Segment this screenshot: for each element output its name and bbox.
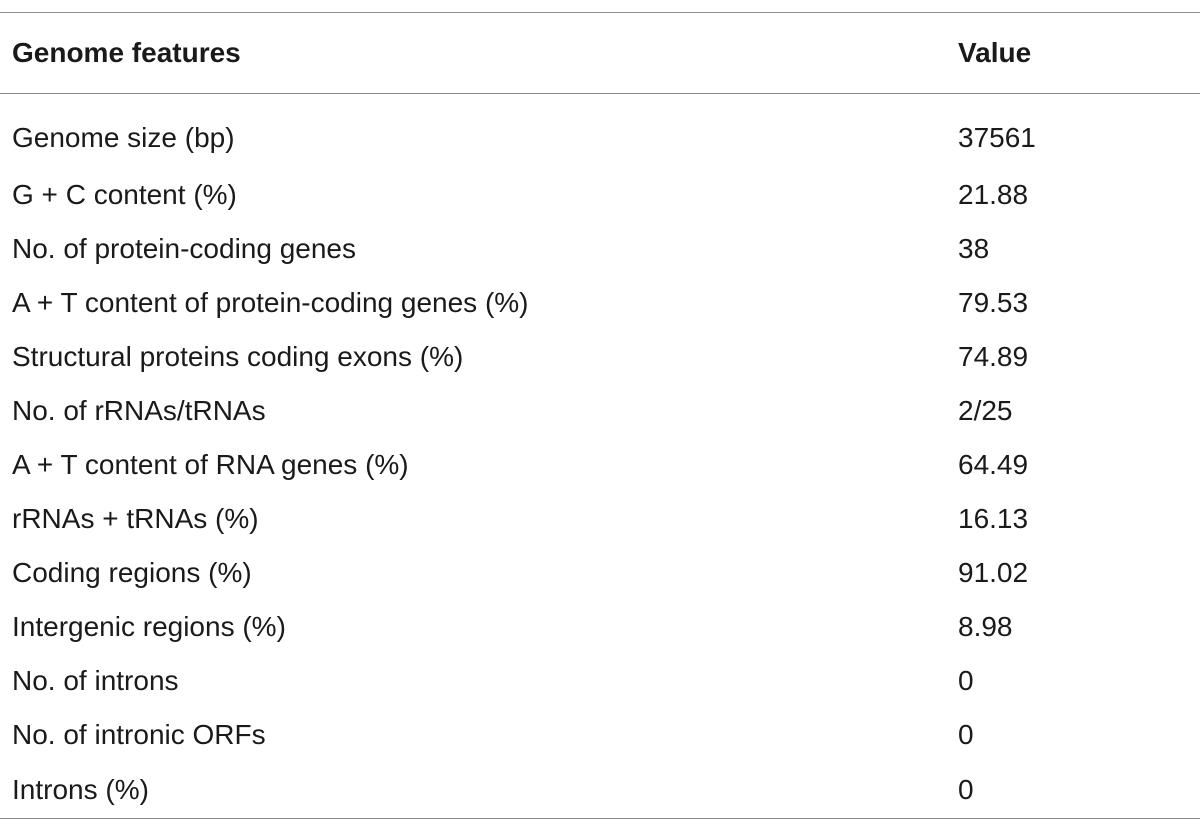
value-cell: 2/25 xyxy=(958,395,1013,426)
table-row: No. of rRNAs/tRNAs 2/25 xyxy=(0,384,1200,438)
table-row: G + C content (%) 21.88 xyxy=(0,168,1200,222)
table-row: No. of protein-coding genes 38 xyxy=(0,222,1200,276)
value-cell: 0 xyxy=(958,762,1200,819)
value-cell: 8.98 xyxy=(958,611,1013,642)
feature-cell: Introns (%) xyxy=(0,762,958,819)
header-value: Value xyxy=(958,12,1200,94)
value-cell: 74.89 xyxy=(958,341,1029,372)
feature-cell: No. of introns xyxy=(12,665,179,696)
value-cell: 64.49 xyxy=(958,449,1029,480)
feature-cell: A + T content of protein-coding genes (%… xyxy=(12,287,529,318)
value-cell: 0 xyxy=(958,719,974,750)
feature-cell: rRNAs + tRNAs (%) xyxy=(12,503,259,534)
value-cell: 0 xyxy=(958,665,974,696)
feature-cell: Structural proteins coding exons (%) xyxy=(12,341,464,372)
table-row: No. of introns 0 xyxy=(0,654,1200,708)
table-row: Coding regions (%) 91.02 xyxy=(0,546,1200,600)
table-row: No. of intronic ORFs 0 xyxy=(0,708,1200,762)
table-row: rRNAs + tRNAs (%) 16.13 xyxy=(0,492,1200,546)
value-cell: 37561 xyxy=(958,122,1036,153)
feature-cell: A + T content of RNA genes (%) xyxy=(12,449,409,480)
feature-cell: No. of rRNAs/tRNAs xyxy=(12,395,266,426)
header-row: Genome features Value xyxy=(0,12,1200,94)
header-genome-features: Genome features xyxy=(0,12,958,94)
feature-cell: Intergenic regions (%) xyxy=(12,611,286,642)
value-cell: 16.13 xyxy=(958,503,1029,534)
feature-cell: No. of protein-coding genes xyxy=(12,233,356,264)
value-cell: 21.88 xyxy=(958,179,1029,210)
value-cell: 38 xyxy=(958,233,990,264)
feature-cell: No. of intronic ORFs xyxy=(12,719,266,750)
table-row: Genome size (bp) 37561 xyxy=(0,94,1200,169)
table-row: Structural proteins coding exons (%) 74.… xyxy=(0,330,1200,384)
table-row: Introns (%) 0 xyxy=(0,762,1200,819)
feature-cell: Genome size (bp) xyxy=(12,122,235,153)
table-body: Genome size (bp) 37561 G + C content (%)… xyxy=(0,94,1200,819)
genome-features-table: Genome features Value Genome size (bp) 3… xyxy=(0,12,1200,819)
value-cell: 91.02 xyxy=(958,557,1029,588)
table-row: A + T content of RNA genes (%) 64.49 xyxy=(0,438,1200,492)
table-row: A + T content of protein-coding genes (%… xyxy=(0,276,1200,330)
feature-cell: G + C content (%) xyxy=(12,179,237,210)
table-header: Genome features Value xyxy=(0,12,1200,94)
feature-cell: Coding regions (%) xyxy=(12,557,252,588)
value-cell: 79.53 xyxy=(958,287,1029,318)
table-row: Intergenic regions (%) 8.98 xyxy=(0,600,1200,654)
